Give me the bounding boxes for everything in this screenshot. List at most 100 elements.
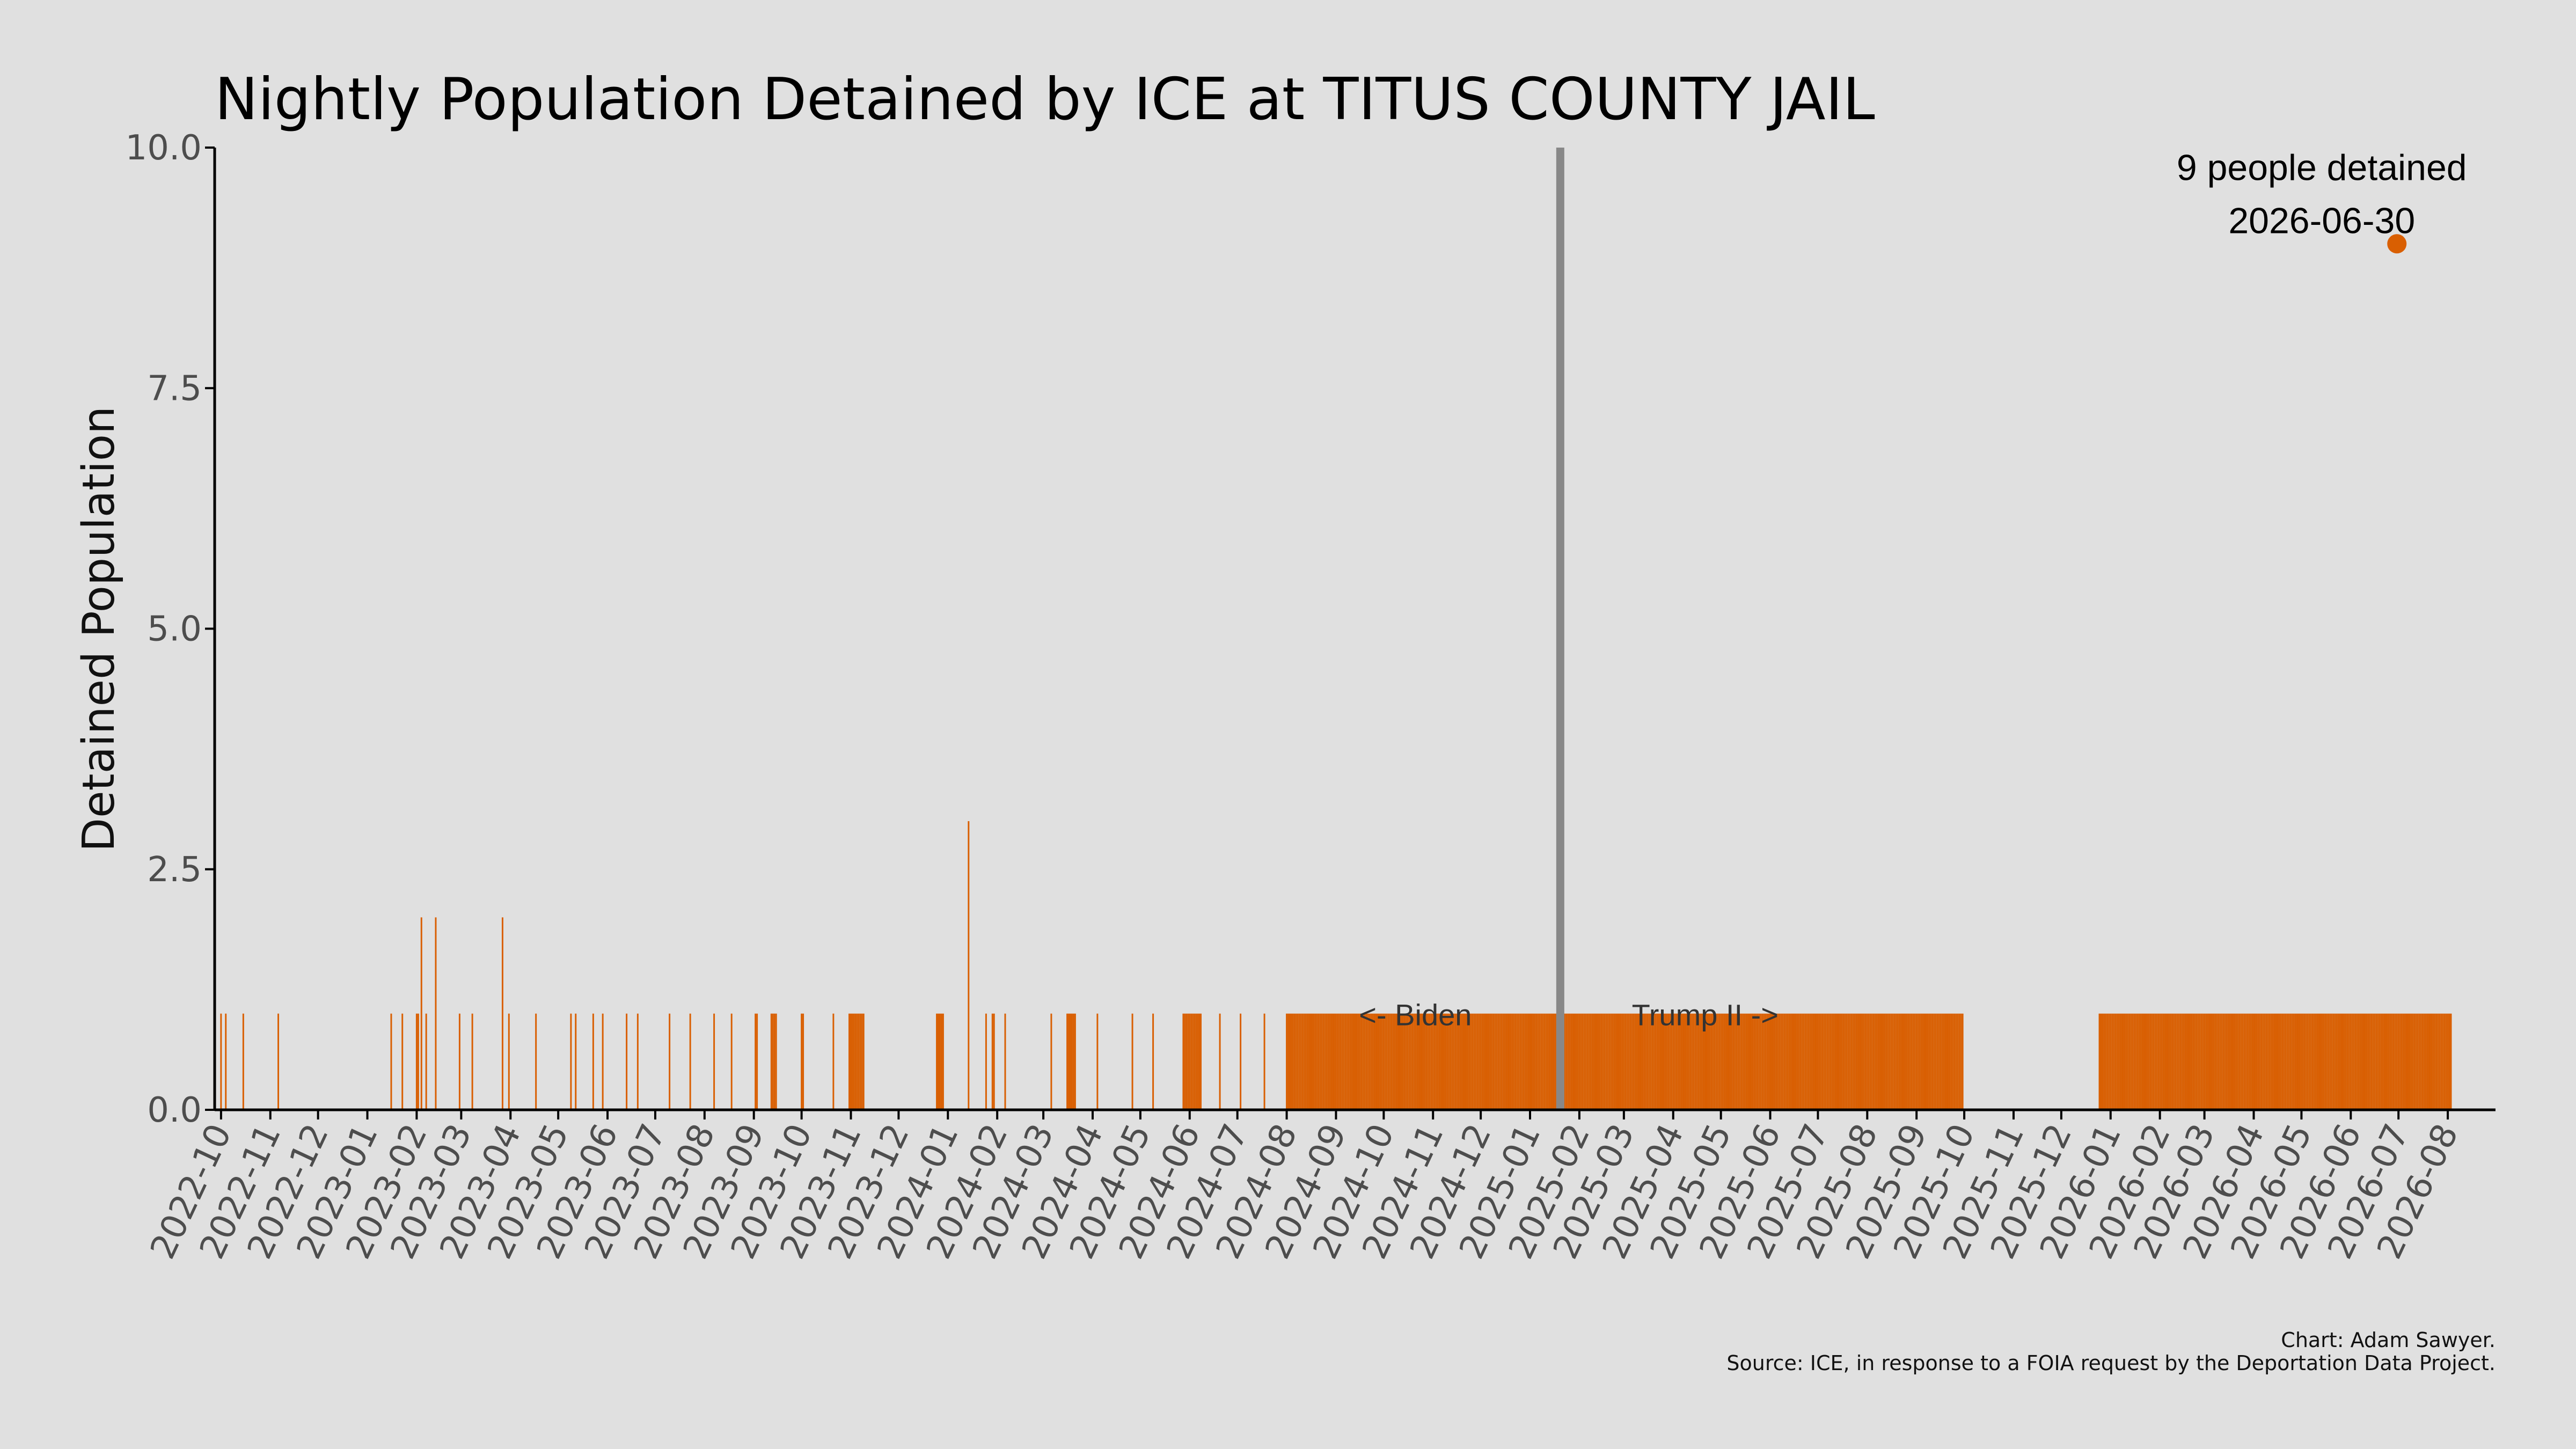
bar xyxy=(1930,1013,1932,1110)
bar xyxy=(1809,1013,1811,1110)
bar xyxy=(1928,1013,1930,1110)
bar xyxy=(1311,1013,1313,1110)
bar xyxy=(1599,1013,1601,1110)
bar xyxy=(2108,1013,2110,1110)
bar xyxy=(1066,1013,1069,1110)
bar xyxy=(1473,1013,1475,1110)
bar xyxy=(1326,1013,1328,1110)
bar xyxy=(2280,1013,2282,1110)
bar xyxy=(1322,1013,1324,1110)
bar xyxy=(1194,1013,1196,1110)
bar xyxy=(1542,1013,1544,1110)
bar xyxy=(2359,1013,2361,1110)
bar xyxy=(1857,1013,1859,1110)
bar xyxy=(2149,1013,2151,1110)
bar xyxy=(1787,1013,1789,1110)
bar xyxy=(1219,1013,1221,1110)
bar xyxy=(1368,1013,1371,1110)
bar xyxy=(1458,1013,1460,1110)
bar xyxy=(1360,1013,1363,1110)
bar xyxy=(2450,1013,2452,1110)
bar xyxy=(1502,1013,1504,1110)
bar xyxy=(2293,1013,2295,1110)
bar xyxy=(1484,1013,1487,1110)
bar xyxy=(2226,1013,2228,1110)
peak-date-annotation: 2026-06-30 xyxy=(2228,201,2415,241)
bar xyxy=(2432,1013,2434,1110)
bar xyxy=(2270,1013,2272,1110)
trump-era-label: Trump II -> xyxy=(1632,998,1779,1032)
bar xyxy=(1935,1013,1937,1110)
bar xyxy=(1594,1013,1596,1110)
bar xyxy=(2176,1013,2178,1110)
bar xyxy=(2183,1013,2185,1110)
bar xyxy=(1293,1013,1296,1110)
bar xyxy=(1511,1013,1513,1110)
bar xyxy=(1591,1013,1593,1110)
bar xyxy=(1327,1013,1329,1110)
bar xyxy=(2358,1013,2360,1110)
bar xyxy=(2296,1013,2298,1110)
bar xyxy=(1655,1013,1657,1110)
bar xyxy=(2281,1013,2284,1110)
chart-title: Nightly Population Detained by ICE at TI… xyxy=(215,66,1875,133)
bar xyxy=(1645,1013,1647,1110)
bar xyxy=(1341,1013,1343,1110)
bar xyxy=(1812,1013,1814,1110)
bar xyxy=(2130,1013,2132,1110)
bar xyxy=(1709,1013,1711,1110)
bar xyxy=(2405,1013,2407,1110)
bar xyxy=(2336,1013,2338,1110)
bar xyxy=(1338,1013,1340,1110)
bar xyxy=(1897,1013,1899,1110)
bar xyxy=(1513,1013,1515,1110)
bar xyxy=(1818,1013,1820,1110)
bar xyxy=(2202,1013,2204,1110)
bar xyxy=(1534,1013,1536,1110)
bar xyxy=(1734,1013,1736,1110)
bar xyxy=(1666,1013,1668,1110)
bar xyxy=(1855,1013,1857,1110)
bar xyxy=(1801,1013,1803,1110)
bar xyxy=(1491,1013,1493,1110)
bar xyxy=(1671,1013,1673,1110)
bar xyxy=(1844,1013,1846,1110)
bar xyxy=(1435,1013,1437,1110)
bar xyxy=(1653,1013,1655,1110)
bar xyxy=(1791,1013,1794,1110)
bar xyxy=(1526,1013,1528,1110)
bar xyxy=(802,1013,804,1110)
bar xyxy=(2196,1013,2198,1110)
bar xyxy=(1550,1013,1552,1110)
bar xyxy=(2260,1013,2263,1110)
bar xyxy=(1604,1013,1606,1110)
bar xyxy=(1658,1013,1660,1110)
bar xyxy=(848,1013,851,1110)
bar xyxy=(1701,1013,1703,1110)
bar xyxy=(1755,1013,1757,1110)
bar xyxy=(2334,1013,2336,1110)
bar xyxy=(1634,1013,1636,1110)
bar xyxy=(1828,1013,1830,1110)
bar xyxy=(2204,1013,2206,1110)
bar xyxy=(942,1013,944,1110)
bar xyxy=(1863,1013,1865,1110)
bar xyxy=(1468,1013,1470,1110)
bar xyxy=(2291,1013,2293,1110)
bar xyxy=(1475,1013,1477,1110)
bar xyxy=(1289,1013,1291,1110)
bar xyxy=(2168,1013,2170,1110)
bar xyxy=(1901,1013,1903,1110)
bar xyxy=(2278,1013,2280,1110)
bar xyxy=(2374,1013,2376,1110)
bar xyxy=(2116,1013,2118,1110)
bar xyxy=(1677,1013,1679,1110)
bar xyxy=(1415,1013,1417,1110)
bar xyxy=(2273,1013,2275,1110)
bar xyxy=(1732,1013,1735,1110)
bar xyxy=(2423,1013,2425,1110)
bar xyxy=(1531,1013,1533,1110)
bar xyxy=(2184,1013,2186,1110)
bar xyxy=(1817,1013,1819,1110)
bar xyxy=(1821,1013,1824,1110)
